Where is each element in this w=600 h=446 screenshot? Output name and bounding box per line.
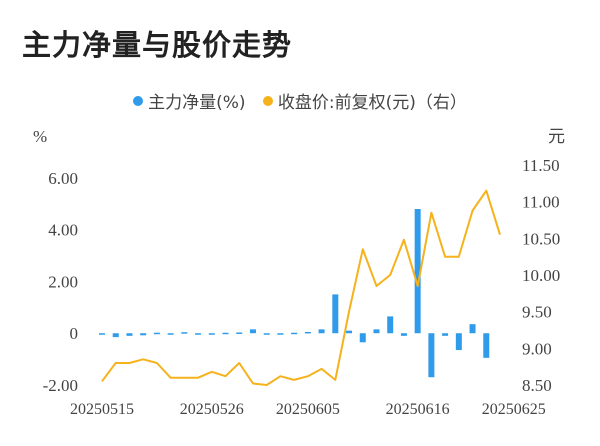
- bar: [277, 333, 284, 335]
- bar: [428, 333, 435, 378]
- right-tick-label: 9.00: [522, 339, 552, 358]
- x-tick-label: 20250605: [276, 401, 340, 418]
- bar: [387, 316, 394, 334]
- bar: [126, 333, 133, 336]
- x-tick-label: 20250515: [70, 401, 134, 418]
- bar: [414, 209, 421, 334]
- bar: [153, 332, 160, 335]
- page-title: 主力净量与股价走势: [22, 28, 293, 62]
- bar: [469, 324, 476, 334]
- bar-series: [99, 209, 490, 378]
- x-tick-label: 20250526: [180, 401, 244, 418]
- bar: [236, 332, 243, 334]
- legend-dot-line-icon: [262, 95, 273, 106]
- legend-item-close-price[interactable]: 收盘价:前复权(元)（右）: [262, 88, 467, 113]
- legend-item-net-volume[interactable]: 主力净量(%): [133, 88, 246, 113]
- right-tick-label: 9.50: [522, 303, 552, 322]
- right-tick-label: 10.50: [522, 229, 560, 248]
- legend-label-close-price: 收盘价:前复权(元)（右）: [277, 93, 467, 113]
- bar: [99, 333, 105, 335]
- bar: [455, 333, 462, 351]
- right-tick-label: 11.50: [522, 156, 560, 175]
- right-tick-label: 11.00: [522, 193, 560, 212]
- right-axis: 11.50 11.00 10.50 10.00 9.50 9.00 8.50: [522, 156, 560, 395]
- left-tick-label: -2.00: [43, 376, 78, 395]
- right-axis-unit: 元: [548, 127, 565, 146]
- chart-legend: 主力净量(%) 收盘价:前复权(元)（右）: [0, 88, 600, 113]
- left-tick-label: 4.00: [48, 221, 78, 240]
- bar: [249, 329, 256, 334]
- left-axis-unit: %: [33, 127, 47, 146]
- line-series: [101, 189, 501, 386]
- bar: [318, 329, 325, 334]
- bar: [346, 330, 353, 334]
- bar: [442, 333, 449, 336]
- bar: [304, 331, 311, 334]
- bar: [195, 333, 202, 335]
- bar: [373, 329, 380, 334]
- left-tick-label: 6.00: [48, 169, 78, 188]
- bar: [291, 332, 298, 335]
- bar: [222, 332, 229, 335]
- x-tick-label: 20250616: [386, 401, 450, 418]
- right-tick-label: 8.50: [522, 376, 552, 395]
- bar: [263, 333, 270, 335]
- bar: [181, 332, 188, 334]
- bar: [359, 333, 366, 343]
- left-tick-label: 2.00: [48, 272, 78, 291]
- bar: [140, 333, 147, 336]
- bar: [112, 333, 119, 338]
- right-tick-label: 10.00: [522, 266, 560, 285]
- left-axis: 6.00 4.00 2.00 0 -2.00: [43, 169, 78, 395]
- legend-label-net-volume: 主力净量(%): [148, 93, 246, 113]
- x-tick-label: 20250625: [482, 401, 546, 418]
- bar: [483, 333, 490, 358]
- bar: [400, 333, 407, 336]
- bar: [167, 333, 174, 335]
- close-price-line: [101, 189, 501, 386]
- bar: [208, 333, 215, 335]
- left-tick-label: 0: [70, 324, 79, 343]
- x-axis: 20250515 20250526 20250605 20250616 20250625: [70, 401, 546, 418]
- bar: [332, 294, 339, 334]
- legend-dot-bar-icon: [133, 95, 144, 106]
